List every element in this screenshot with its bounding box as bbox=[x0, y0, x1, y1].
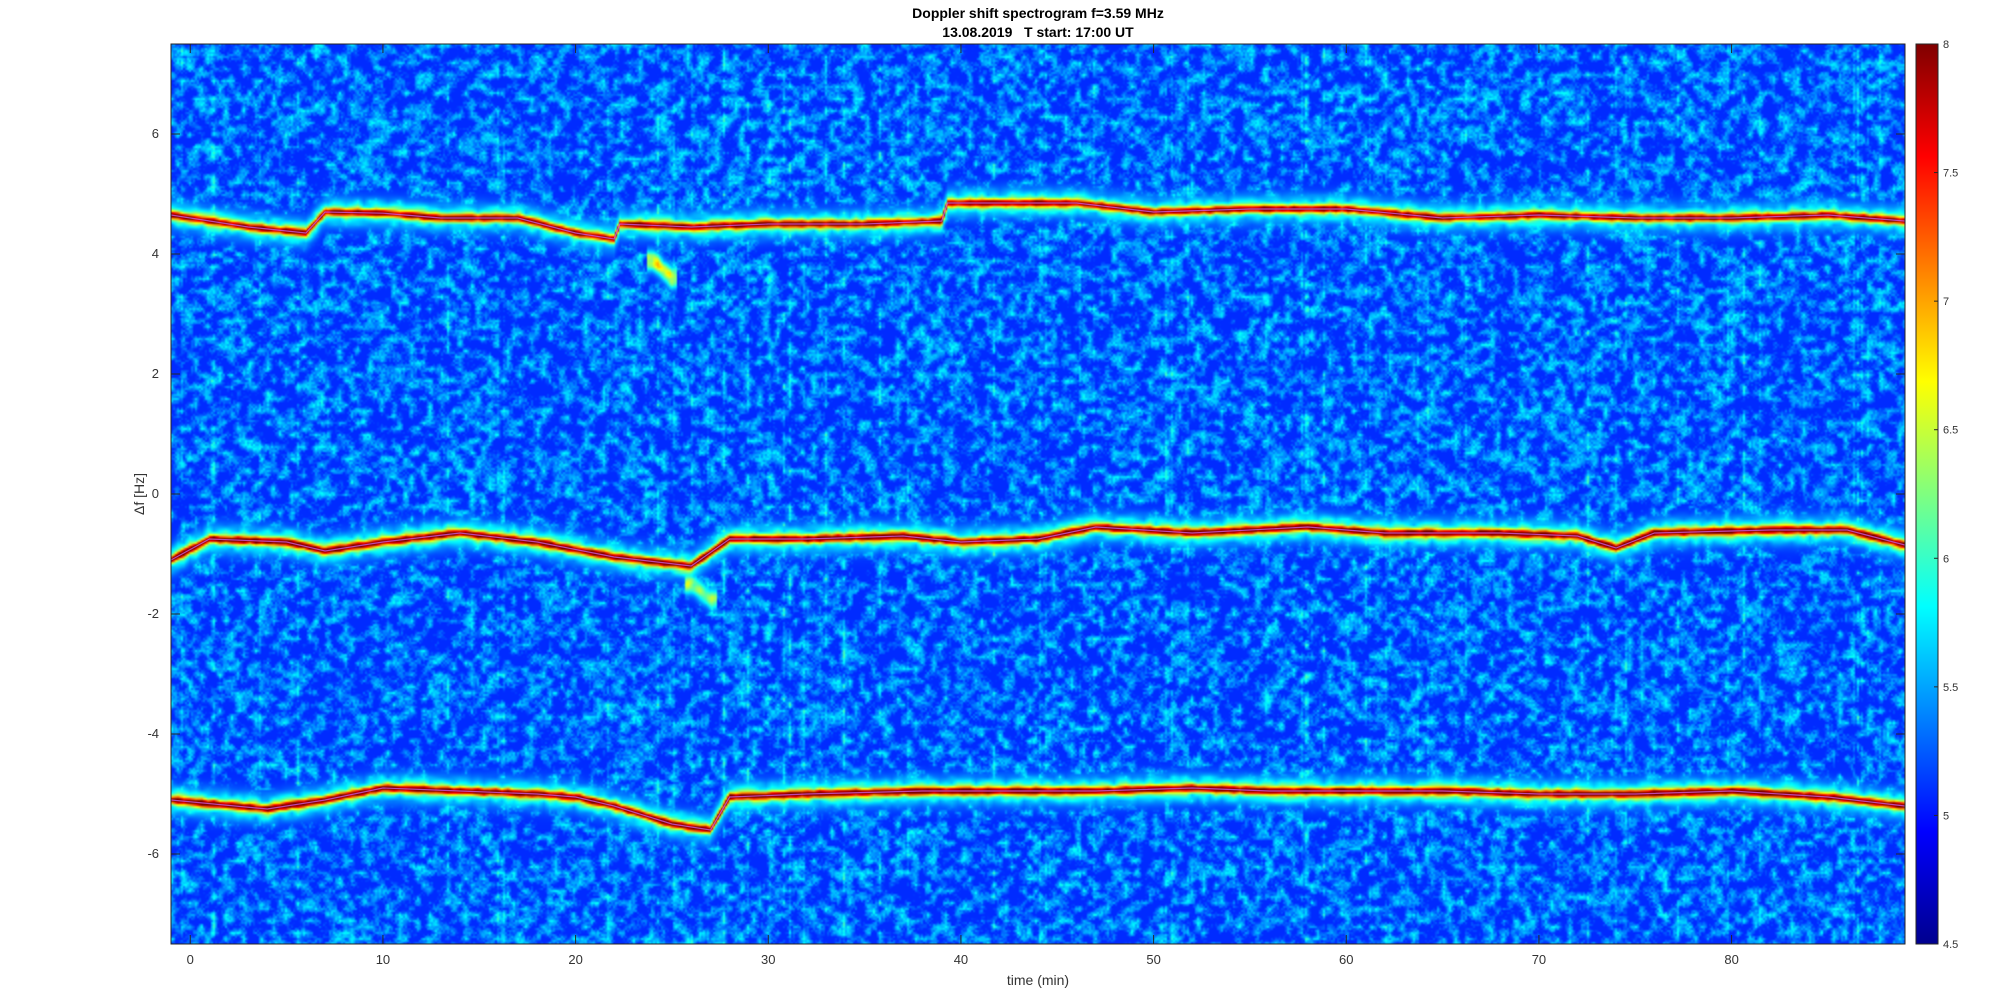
plot-area bbox=[170, 43, 1906, 945]
y-tick-label: 0 bbox=[152, 486, 159, 501]
x-tick-label: 0 bbox=[187, 952, 194, 967]
colorbar-frame bbox=[1915, 43, 1939, 945]
y-tick-label: 2 bbox=[152, 366, 159, 381]
y-tick-label: -2 bbox=[147, 606, 159, 621]
trace-line bbox=[171, 202, 1905, 240]
x-tick-label: 70 bbox=[1532, 952, 1546, 967]
y-tick-label: -4 bbox=[147, 726, 159, 741]
colorbar-tick-label: 6 bbox=[1943, 553, 1949, 565]
chart-subtitle: 13.08.2019 T start: 17:00 UT bbox=[942, 24, 1134, 40]
spectrogram-heatmap bbox=[171, 44, 1905, 944]
colorbar-gradient bbox=[1916, 44, 1938, 944]
chart-title: Doppler shift spectrogram f=3.59 MHz bbox=[912, 5, 1164, 21]
trace-overlay bbox=[171, 202, 1905, 831]
x-tick-label: 50 bbox=[1146, 952, 1160, 967]
colorbar-tick-label: 8 bbox=[1943, 39, 1949, 51]
y-axis: 6 4 2 0 -2 -4 -6 bbox=[147, 126, 1905, 861]
y-tick-label: 6 bbox=[152, 126, 159, 141]
trace-line bbox=[171, 787, 1905, 831]
x-axis-label: time (min) bbox=[1007, 972, 1069, 988]
y-tick-label: 4 bbox=[152, 246, 159, 261]
trace-line bbox=[171, 526, 1905, 567]
y-axis-label: Δf [Hz] bbox=[131, 473, 147, 515]
colorbar-tick-label: 5 bbox=[1943, 810, 1949, 822]
colorbar-tick-label: 4.5 bbox=[1943, 939, 1958, 951]
x-tick-label: 60 bbox=[1339, 952, 1353, 967]
colorbar-tick-label: 5.5 bbox=[1943, 682, 1958, 694]
colorbar: 8 7.5 7 6.5 6 5.5 5 4.5 bbox=[1915, 39, 1958, 951]
colorbar-ticks: 8 7.5 7 6.5 6 5.5 5 4.5 bbox=[1934, 39, 1958, 951]
x-axis: 0 10 20 30 40 50 60 70 80 bbox=[187, 44, 1739, 967]
x-tick-label: 10 bbox=[376, 952, 390, 967]
colorbar-tick-label: 6.5 bbox=[1943, 425, 1958, 437]
x-tick-label: 30 bbox=[761, 952, 775, 967]
colorbar-tick-label: 7.5 bbox=[1943, 168, 1958, 180]
colorbar-tick-label: 7 bbox=[1943, 296, 1949, 308]
x-tick-label: 40 bbox=[954, 952, 968, 967]
x-tick-label: 80 bbox=[1724, 952, 1738, 967]
y-tick-label: -6 bbox=[147, 846, 159, 861]
x-tick-label: 20 bbox=[568, 952, 582, 967]
